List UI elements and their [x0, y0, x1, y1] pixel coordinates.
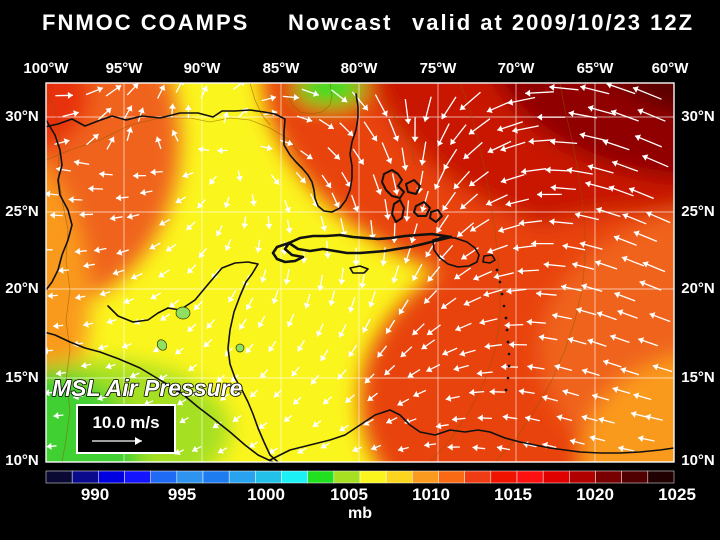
svg-text:FNMOC COAMPS: FNMOC COAMPS — [42, 10, 249, 35]
svg-text:1025: 1025 — [658, 485, 696, 504]
svg-text:95°W: 95°W — [106, 60, 144, 77]
svg-text:20°N: 20°N — [5, 280, 39, 297]
svg-text:85°W: 85°W — [263, 60, 301, 77]
svg-text:valid at 2009/10/23 12Z: valid at 2009/10/23 12Z — [412, 10, 694, 35]
svg-text:995: 995 — [168, 485, 196, 504]
svg-text:10.0 m/s: 10.0 m/s — [92, 413, 159, 432]
svg-text:1010: 1010 — [412, 485, 450, 504]
svg-text:15°N: 15°N — [5, 369, 39, 386]
svg-text:100°W: 100°W — [23, 60, 69, 77]
svg-text:10°N: 10°N — [5, 452, 39, 469]
svg-text:75°W: 75°W — [420, 60, 458, 77]
svg-text:60°W: 60°W — [652, 60, 690, 77]
svg-text:70°W: 70°W — [498, 60, 536, 77]
svg-text:25°N: 25°N — [5, 203, 39, 220]
svg-text:1005: 1005 — [330, 485, 368, 504]
svg-text:Nowcast: Nowcast — [288, 10, 392, 35]
svg-text:990: 990 — [81, 485, 109, 504]
svg-text:30°N: 30°N — [5, 108, 39, 125]
svg-text:1000: 1000 — [247, 485, 285, 504]
svg-text:65°W: 65°W — [577, 60, 615, 77]
svg-text:1015: 1015 — [494, 485, 532, 504]
svg-text:1020: 1020 — [576, 485, 614, 504]
svg-text:20°N: 20°N — [681, 280, 715, 297]
svg-text:30°N: 30°N — [681, 108, 715, 125]
svg-text:15°N: 15°N — [681, 369, 715, 386]
svg-text:25°N: 25°N — [681, 203, 715, 220]
svg-text:mb: mb — [348, 505, 372, 522]
svg-text:80°W: 80°W — [341, 60, 379, 77]
svg-text:MSL Air Pressure: MSL Air Pressure — [52, 375, 243, 401]
svg-text:10°N: 10°N — [681, 452, 715, 469]
svg-text:90°W: 90°W — [184, 60, 222, 77]
